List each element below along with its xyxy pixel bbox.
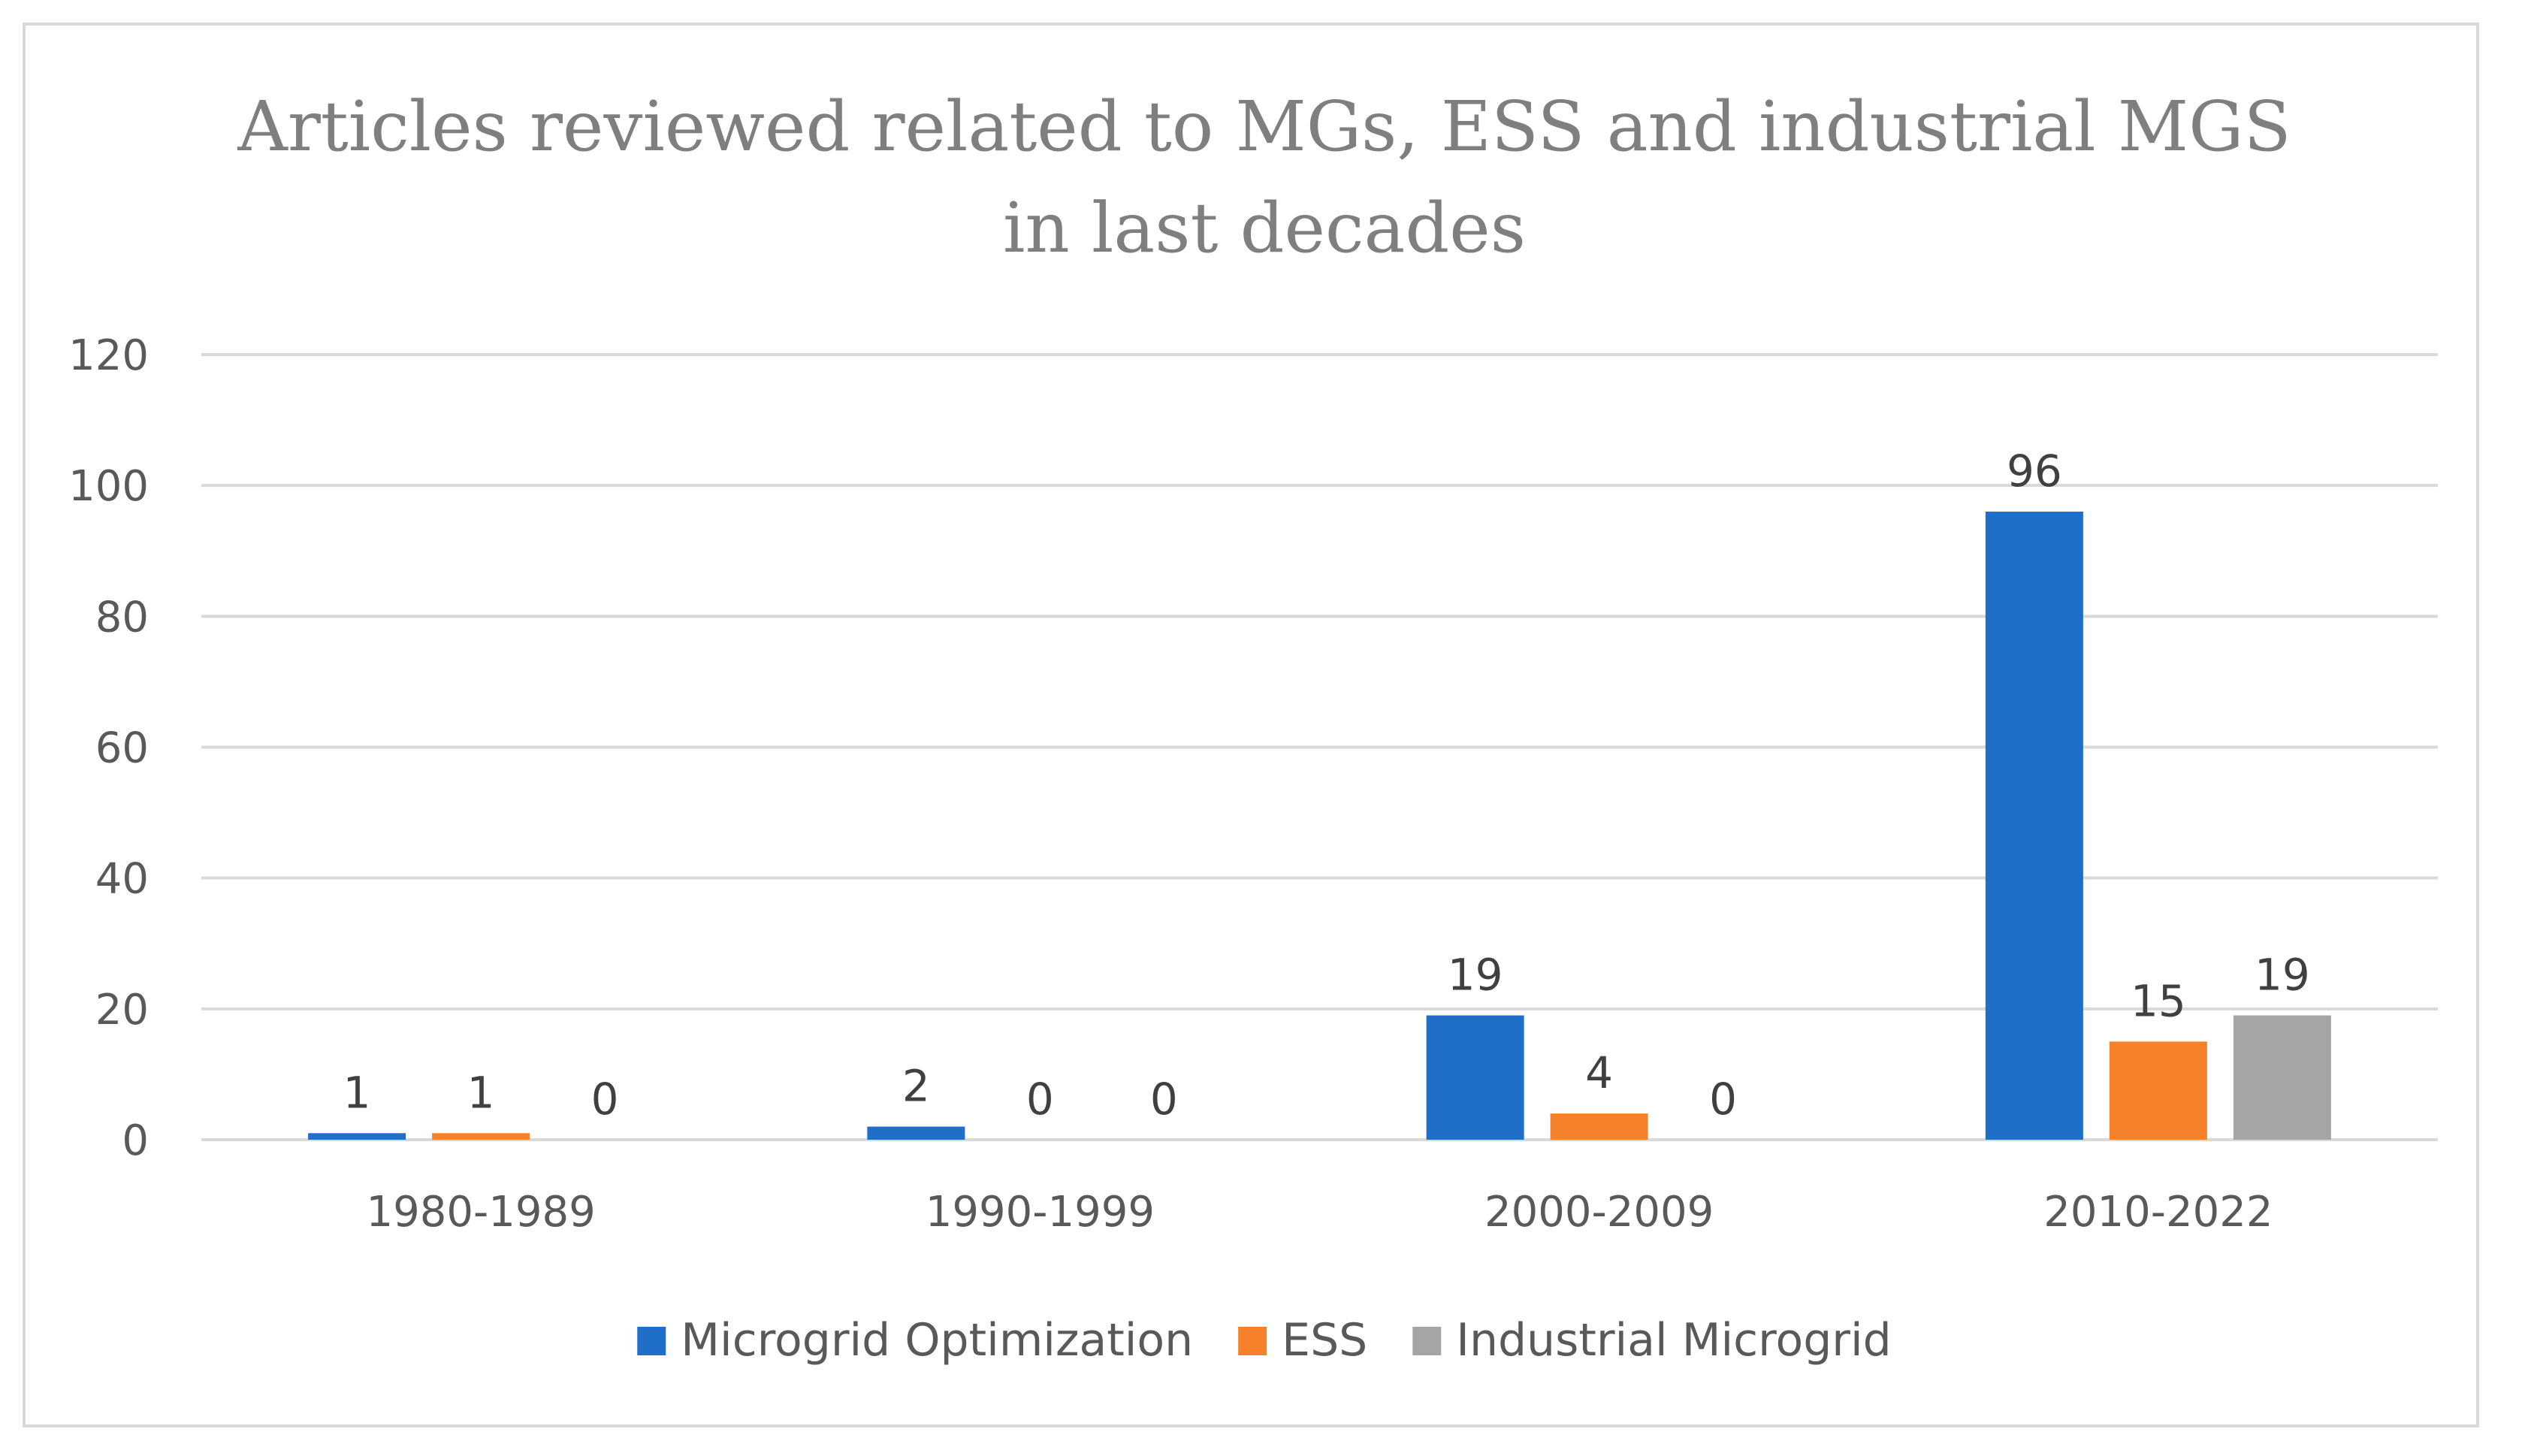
legend-item: Industrial Microgrid <box>1412 1314 1892 1367</box>
data-label: 1 <box>467 1067 495 1118</box>
data-label: 19 <box>2255 950 2310 1001</box>
data-label: 0 <box>591 1074 619 1125</box>
x-tick-label: 1990-1999 <box>926 1188 1155 1237</box>
gridlines <box>201 353 2438 1141</box>
data-label: 0 <box>1026 1074 1054 1125</box>
bar <box>432 1133 530 1140</box>
y-tick-label: 40 <box>95 855 149 904</box>
bar <box>1550 1113 1648 1140</box>
data-label: 0 <box>1709 1074 1737 1125</box>
legend-swatch <box>1412 1327 1442 1355</box>
bar <box>2233 1015 2331 1140</box>
y-tick-label: 120 <box>68 331 149 380</box>
x-tick-label: 2010-2022 <box>2043 1188 2273 1237</box>
x-tick-label: 2000-2009 <box>1484 1188 1714 1237</box>
bar <box>867 1126 965 1140</box>
bar <box>308 1133 406 1140</box>
y-tick-label: 0 <box>122 1116 149 1165</box>
chart-title-line-2: in last decades <box>1003 188 1526 268</box>
x-tick-label: 1980-1989 <box>367 1188 596 1237</box>
data-label: 15 <box>2131 975 2186 1026</box>
bar <box>2109 1041 2207 1140</box>
y-tick-label: 20 <box>95 986 149 1035</box>
y-tick-label: 80 <box>95 593 149 642</box>
y-tick-label: 100 <box>68 462 149 511</box>
legend-item: Microgrid Optimization <box>637 1314 1193 1367</box>
legend-swatch <box>1238 1327 1267 1355</box>
legend-label: Microgrid Optimization <box>681 1314 1193 1367</box>
data-label: 96 <box>2007 446 2062 497</box>
data-label: 0 <box>1150 1074 1178 1125</box>
data-label: 1 <box>343 1067 371 1118</box>
x-axis-ticks: 1980-1989 1990-1999 2000-2009 2010-2022 <box>367 1188 2273 1237</box>
data-label: 2 <box>902 1061 930 1112</box>
bar <box>1426 1015 1524 1140</box>
legend-swatch <box>637 1327 666 1355</box>
legend-label: Industrial Microgrid <box>1456 1314 1891 1367</box>
data-label: 19 <box>1448 950 1503 1001</box>
data-labels: 1 1 0 2 0 0 19 4 0 96 15 19 <box>343 446 2310 1125</box>
data-label: 4 <box>1585 1047 1613 1098</box>
y-axis-ticks: 0 20 40 60 80 100 120 <box>68 331 149 1165</box>
legend: Microgrid Optimization ESS Industrial Micr… <box>637 1314 1892 1367</box>
legend-label: ESS <box>1282 1314 1367 1367</box>
legend-item: ESS <box>1238 1314 1367 1367</box>
bars <box>308 512 2331 1140</box>
y-tick-label: 60 <box>95 724 149 773</box>
bar <box>1985 512 2083 1140</box>
chart-title-line-1: Articles reviewed related to MGs, ESS an… <box>237 86 2291 167</box>
